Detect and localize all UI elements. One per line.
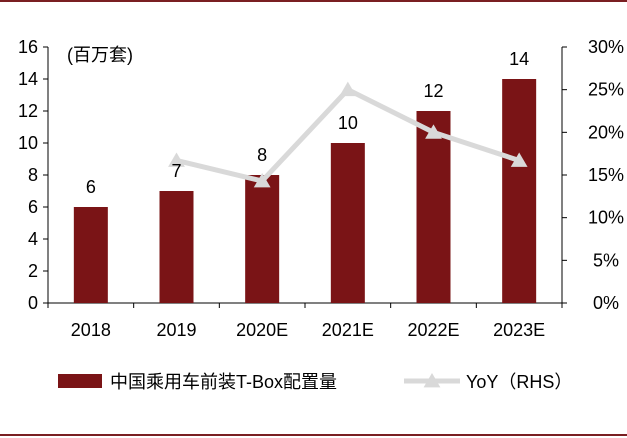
bar-data-label: 6 [86,177,96,197]
legend: 中国乘用车前装T-Box配置量 YoY（RHS） [58,372,572,392]
x-tick-label: 2019 [156,320,196,340]
x-tick-label: 2021E [322,320,374,340]
bar-data-label: 10 [338,113,358,133]
right-tick-label: 25% [588,80,624,100]
yoy-triangle-marker [168,152,185,167]
bar-data-label: 14 [509,49,529,69]
left-tick-label: 2 [28,261,38,281]
left-tick-label: 16 [18,37,38,57]
x-tick-label: 2022E [407,320,459,340]
right-tick-label: 10% [588,208,624,228]
yoy-triangle-marker [510,152,528,167]
y-axis-unit-label: (百万套) [67,45,133,65]
legend-label-yoy: YoY（RHS） [466,372,572,392]
right-tick-label: 20% [588,122,624,142]
x-tick-label: 2023E [493,320,545,340]
left-tick-label: 6 [28,197,38,217]
axes: 0 2 4 6 8 10 12 14 16 0% 5% 10% 15% 20% 25% 30% 2018 2019… [18,37,624,340]
bottom-rule [0,434,627,436]
bar [159,191,194,303]
x-tick-label: 2018 [71,320,111,340]
bar-data-label: 8 [257,145,267,165]
left-tick-label: 0 [28,293,38,313]
right-tick-label: 15% [588,165,624,185]
x-tick-label: 2020E [236,320,288,340]
bars [73,79,537,303]
legend-swatch-bars [58,374,102,388]
bar-data-label: 7 [171,161,181,181]
left-tick-label: 12 [18,101,38,121]
labels: 6 7 8 10 12 14 [86,49,529,197]
yoy-triangle-marker [339,81,357,97]
yoy-triangle-marker [253,172,271,188]
right-tick-label: 5% [593,250,619,270]
yoy-triangle-marker [425,124,442,139]
bar [245,175,280,303]
bar [330,143,365,303]
right-tick-label: 0% [593,293,619,313]
legend-label-bars: 中国乘用车前装T-Box配置量 [110,372,337,392]
left-tick-label: 4 [28,229,38,249]
right-tick-label: 30% [588,37,624,57]
bar [416,111,451,303]
top-rule [0,0,627,2]
bar [73,207,108,303]
left-tick-label: 14 [18,69,38,89]
bar-data-label: 12 [423,81,443,101]
yoy-line [168,81,528,188]
left-tick-label: 10 [18,133,38,153]
left-tick-label: 8 [28,165,38,185]
legend-triangle-yoy [423,373,441,388]
bar [502,79,537,303]
